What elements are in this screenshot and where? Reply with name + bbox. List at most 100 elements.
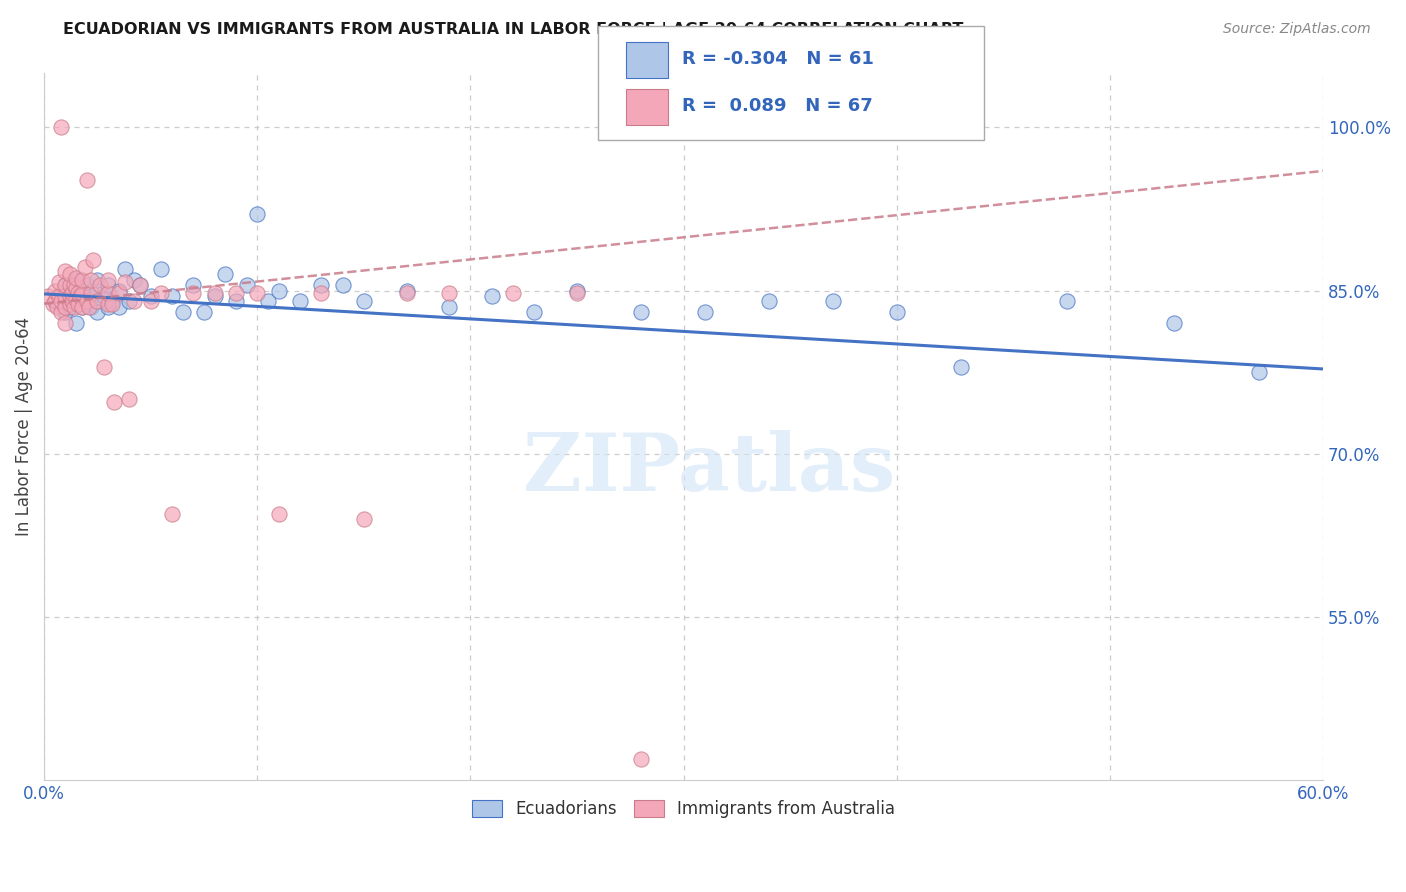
Point xyxy=(565,284,588,298)
Point xyxy=(86,305,108,319)
Point xyxy=(103,394,125,409)
Point xyxy=(160,289,183,303)
Text: Source: ZipAtlas.com: Source: ZipAtlas.com xyxy=(1223,22,1371,37)
Point xyxy=(41,296,63,310)
Point xyxy=(235,278,257,293)
Point xyxy=(101,296,124,310)
Point xyxy=(60,294,83,309)
Point xyxy=(65,293,87,307)
Point xyxy=(55,278,77,293)
Point xyxy=(72,286,94,301)
Point xyxy=(97,278,120,293)
Point xyxy=(204,285,226,300)
Point xyxy=(395,284,418,298)
Point xyxy=(55,305,77,319)
Point xyxy=(1163,316,1185,330)
Point xyxy=(51,305,73,319)
Point xyxy=(758,294,780,309)
Point xyxy=(72,300,94,314)
Point xyxy=(246,207,269,221)
Text: R = -0.304   N = 61: R = -0.304 N = 61 xyxy=(682,50,873,68)
Text: ZIPatlas: ZIPatlas xyxy=(523,430,896,508)
Point xyxy=(246,285,269,300)
Point xyxy=(288,294,311,309)
Point xyxy=(523,305,546,319)
Point xyxy=(76,294,98,309)
Point xyxy=(309,278,332,293)
Point xyxy=(55,289,77,303)
Point xyxy=(65,296,87,310)
Point xyxy=(48,275,70,289)
Point xyxy=(59,300,82,314)
Point xyxy=(183,285,205,300)
Point xyxy=(59,278,82,293)
Point xyxy=(204,289,226,303)
Point xyxy=(76,289,98,303)
Point xyxy=(86,284,108,298)
Point xyxy=(80,273,103,287)
Point xyxy=(51,289,73,303)
Y-axis label: In Labor Force | Age 20-64: In Labor Force | Age 20-64 xyxy=(15,317,32,536)
Point xyxy=(77,300,100,314)
Point xyxy=(122,273,145,287)
Point xyxy=(437,285,460,300)
Point xyxy=(76,278,98,293)
Point xyxy=(67,296,90,310)
Point xyxy=(76,296,98,310)
Text: R =  0.089   N = 67: R = 0.089 N = 67 xyxy=(682,97,873,115)
Point xyxy=(257,294,280,309)
Point xyxy=(118,392,141,407)
Point xyxy=(37,289,59,303)
Point xyxy=(139,294,162,309)
Point xyxy=(45,300,67,314)
Point xyxy=(67,285,90,300)
Point xyxy=(51,120,73,135)
Point xyxy=(93,359,115,374)
Point xyxy=(160,507,183,521)
Point xyxy=(101,294,124,309)
Point xyxy=(481,289,503,303)
Point xyxy=(82,253,104,268)
Point xyxy=(129,278,152,293)
Point xyxy=(97,273,120,287)
Point xyxy=(48,289,70,303)
Legend: Ecuadorians, Immigrants from Australia: Ecuadorians, Immigrants from Australia xyxy=(465,794,901,825)
Point xyxy=(86,294,108,309)
Point xyxy=(76,172,98,186)
Point xyxy=(183,278,205,293)
Point xyxy=(80,285,103,300)
Point xyxy=(1249,365,1271,379)
Point xyxy=(630,751,652,765)
Point xyxy=(73,260,96,274)
Point xyxy=(225,294,247,309)
Point xyxy=(437,300,460,314)
Point xyxy=(93,289,115,303)
Point xyxy=(139,289,162,303)
Point xyxy=(89,278,111,293)
Point xyxy=(44,294,66,309)
Point xyxy=(97,285,120,300)
Point xyxy=(267,284,290,298)
Point xyxy=(118,294,141,309)
Point xyxy=(69,289,91,303)
Point xyxy=(1056,294,1078,309)
Point xyxy=(332,278,354,293)
Point xyxy=(55,278,77,293)
Point xyxy=(51,294,73,309)
Point xyxy=(214,268,236,282)
Point xyxy=(86,294,108,309)
Point xyxy=(55,264,77,278)
Point xyxy=(65,285,87,300)
Point xyxy=(65,281,87,295)
Point xyxy=(172,305,194,319)
Point xyxy=(693,305,716,319)
Point xyxy=(59,289,82,303)
Point xyxy=(267,507,290,521)
Point xyxy=(97,296,120,310)
Point xyxy=(107,285,129,300)
Point xyxy=(72,300,94,314)
Point xyxy=(821,294,844,309)
Point xyxy=(150,285,173,300)
Point xyxy=(59,296,82,310)
Point xyxy=(565,285,588,300)
